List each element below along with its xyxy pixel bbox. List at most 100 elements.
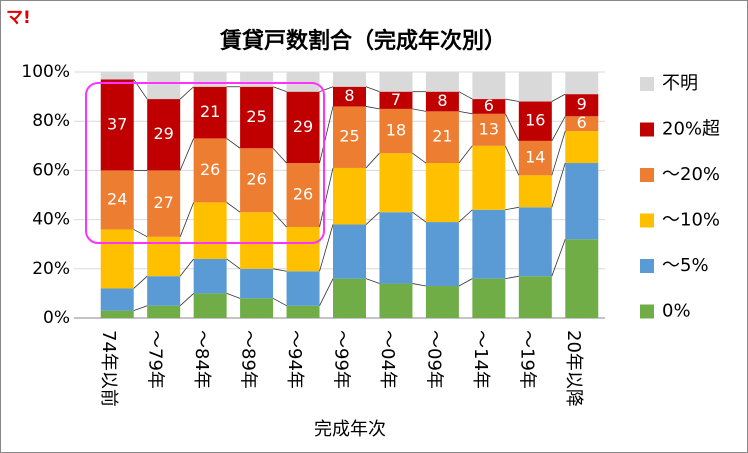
series-line [133,275,148,289]
bar-segment [425,111,459,164]
series-line [365,211,380,225]
bar-segment [286,91,320,164]
bar-segment [425,222,459,287]
series-line [551,130,566,176]
series-line [412,211,427,223]
bar-segment [193,72,227,87]
data-label: 13 [479,119,499,138]
logo: マ! [6,8,31,28]
bar-segment [240,86,274,149]
bar-segment [565,116,599,132]
x-tick-label: ～94年 [284,330,305,389]
data-label: 18 [386,121,406,140]
series-line [179,86,194,100]
series-line [551,93,566,102]
bar-segment [379,108,413,154]
series-line [505,113,520,142]
highlight-box [85,82,325,244]
legend-label: ～20% [662,164,720,185]
series-line [272,86,287,93]
series-line [226,293,241,299]
data-label: 26 [246,170,266,189]
bar-segment [193,293,227,318]
series-line [365,152,380,169]
bar-segment [518,207,552,277]
data-label: 29 [293,117,313,136]
data-label: 14 [525,148,545,167]
legend-swatch [640,168,654,182]
bar-segment [518,276,552,318]
series-line [551,239,566,277]
series-line [504,145,520,176]
bar-segment [147,170,181,237]
legend-swatch [640,213,654,228]
data-label: 27 [154,193,174,212]
x-tick-label: ～04年 [377,330,398,389]
y-tick-label: 60% [32,160,70,180]
data-label: 8 [437,91,447,110]
series-line [133,229,148,238]
bar-segment [193,258,227,294]
bar-segment [425,91,459,112]
y-tick-label: 80% [32,111,70,131]
series-line [272,211,287,228]
bar-segment [240,268,274,299]
data-label: 25 [339,127,359,146]
x-tick-label: ～84年 [191,330,212,389]
series-line [179,138,195,171]
series-line [551,116,566,142]
series-line [226,138,241,149]
series-line [458,145,473,164]
bar-segment [333,86,366,107]
data-label: 16 [525,111,545,130]
bar-segment [565,131,599,164]
x-tick-label: ～09年 [423,330,444,389]
series-line [319,278,334,306]
bar-segment [333,167,366,225]
series-line [458,278,473,287]
bar-segment [147,305,181,318]
series-line [412,108,426,112]
x-tick-label: ～89年 [238,330,259,389]
series-line [226,258,241,270]
series-line [179,258,194,277]
bar-segment [100,288,134,311]
x-axis-title: 完成年次 [314,419,386,440]
bar-segment [379,153,413,213]
bar-segment [379,283,413,318]
bar-segment [472,278,506,318]
series-line [272,147,287,164]
series-line [365,106,380,110]
series-line [365,278,380,284]
bar-segment [425,163,459,223]
legend-swatch [640,259,654,273]
series-line [319,86,334,93]
bar-segment [286,226,320,272]
bar-segment [286,163,320,227]
bar-segment [100,72,134,80]
series-line [319,167,334,228]
bar-segment [518,175,552,208]
bar-segment [333,106,366,168]
series-line [319,106,334,164]
series-line [319,224,334,272]
legend-label: 不明 [662,73,698,94]
bar-segment [518,140,552,176]
bar-segment [333,278,366,318]
legend-label: 0% [662,301,691,322]
bar-segment [100,310,134,318]
bar-segment [379,212,413,284]
bar-segment [147,276,181,306]
data-label: 9 [577,95,587,114]
series-line [458,110,473,115]
bar-segment [100,170,134,230]
bar-segment [565,239,599,318]
legend-swatch [640,77,654,91]
legend-swatch [640,122,654,137]
y-tick-label: 20% [32,259,70,279]
bar-segment [379,72,413,92]
bar-segment [472,113,506,146]
